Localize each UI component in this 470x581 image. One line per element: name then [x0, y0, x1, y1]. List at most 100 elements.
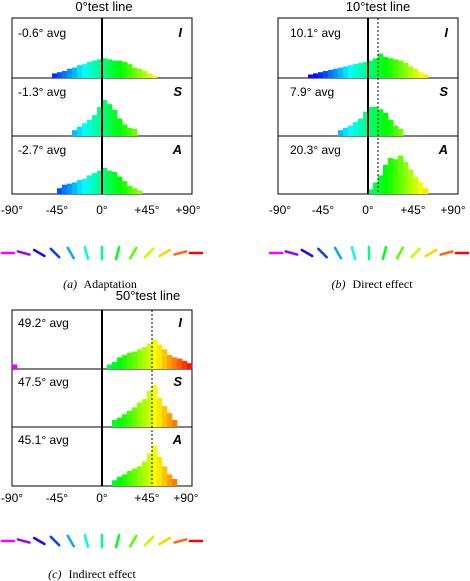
histogram-bar	[358, 118, 364, 136]
orientation-dash	[143, 535, 155, 547]
condition-label-i: I	[178, 25, 182, 40]
histogram-bar	[142, 461, 148, 486]
x-tick-label: -45°	[46, 491, 68, 505]
x-tick-label: -45°	[312, 203, 334, 217]
panel-title: 0°test line	[75, 0, 132, 14]
histogram-bar	[393, 125, 399, 136]
histogram-bar	[137, 402, 143, 427]
histogram-bar	[343, 66, 349, 78]
panel-caption: (b) Direct effect	[331, 277, 413, 291]
condition-label-s: S	[173, 374, 182, 389]
histogram-bar	[408, 169, 414, 194]
avg-label-a: 45.1° avg	[18, 433, 69, 447]
histogram-bar	[92, 115, 98, 136]
histogram-bar	[97, 107, 103, 136]
x-tick-label: 0°	[96, 203, 108, 217]
histogram-bar	[122, 355, 128, 369]
orientation-dash	[143, 247, 155, 259]
panel-direct-effect: 10°test line 10.1° avg I 7.9° avg S 20.3…	[268, 0, 470, 291]
histogram-bar	[92, 173, 98, 194]
orientation-dash	[32, 536, 46, 546]
histogram-bar	[77, 180, 83, 194]
histogram-bar	[152, 75, 158, 78]
histogram-bar	[147, 73, 153, 78]
histogram-bar	[358, 62, 364, 78]
histogram-bar	[107, 364, 113, 369]
histogram-bar	[172, 420, 178, 427]
orientation-dash	[83, 245, 90, 261]
histogram-bar	[398, 60, 404, 78]
avg-label-i: 49.2° avg	[18, 316, 69, 330]
histogram-bar	[363, 111, 369, 136]
orientation-dash	[410, 247, 421, 259]
orientation-dash	[350, 245, 357, 261]
histogram-bar	[157, 457, 163, 486]
orientation-dash	[129, 246, 138, 260]
histogram-bar	[72, 130, 78, 136]
panel-caption: (c) Indirect effect	[48, 567, 136, 581]
histogram-bar	[102, 100, 108, 136]
orientation-dash	[395, 246, 405, 260]
histogram-bar	[418, 72, 424, 78]
histogram-bar	[418, 182, 424, 194]
histogram-bar	[112, 480, 118, 486]
condition-label-a: A	[172, 142, 182, 157]
histogram-bar	[127, 410, 133, 427]
histogram-bar	[57, 188, 63, 194]
histogram-bar	[353, 122, 359, 136]
condition-label-s: S	[173, 84, 182, 99]
x-tick-label: +45°	[134, 203, 159, 217]
histogram-bar	[338, 130, 344, 136]
histogram-bar	[122, 61, 128, 78]
histogram-bar	[132, 67, 138, 78]
histogram-bar	[152, 385, 158, 427]
histogram-bar	[127, 127, 133, 136]
histogram-bar	[363, 61, 369, 78]
condition-label-i: I	[444, 25, 448, 40]
histogram-bar	[112, 172, 118, 194]
histogram-bar	[167, 355, 173, 369]
orientation-dash	[32, 248, 46, 258]
histogram-bar	[132, 468, 138, 486]
histogram-bar	[162, 349, 168, 369]
histogram-bar	[127, 64, 133, 78]
orientation-dash	[114, 245, 121, 261]
histogram-bar	[187, 363, 193, 369]
histogram-bar	[142, 71, 148, 78]
avg-label-a: -2.7° avg	[18, 143, 66, 157]
orientation-dash	[16, 538, 31, 544]
histogram-bar	[132, 351, 138, 369]
histogram-bar	[172, 357, 178, 369]
x-tick-label: 0°	[362, 203, 374, 217]
histogram-bar	[157, 398, 163, 427]
histogram-bar	[132, 188, 138, 194]
histogram-bar	[122, 474, 128, 486]
histogram-bar	[127, 470, 133, 486]
histogram-bar	[398, 129, 404, 136]
histogram-bar	[152, 445, 158, 486]
orientation-dash	[129, 534, 138, 548]
histogram-bar	[142, 347, 148, 369]
histogram-bar	[388, 158, 394, 194]
histogram-bar	[388, 119, 394, 136]
histogram-bar	[102, 58, 108, 78]
condition-label-i: I	[178, 315, 182, 330]
orientation-dash	[333, 246, 343, 260]
orientation-dash	[16, 250, 31, 256]
x-tick-label: +90°	[173, 491, 198, 505]
histogram-bar	[112, 109, 118, 136]
histogram-bar	[117, 60, 123, 78]
histogram-bar	[157, 344, 163, 369]
histogram-bar	[52, 73, 58, 78]
orientation-dash	[173, 250, 188, 256]
histogram-bar	[378, 109, 384, 136]
x-tick-label: 0°	[96, 491, 108, 505]
x-tick-label: +90°	[440, 203, 465, 217]
histogram-bar	[308, 74, 314, 78]
avg-label-s: -1.3° avg	[18, 85, 66, 99]
histogram-bar	[72, 182, 78, 194]
histogram-bar	[147, 391, 153, 427]
orientation-dash	[66, 246, 75, 260]
histogram-bar	[132, 129, 138, 136]
